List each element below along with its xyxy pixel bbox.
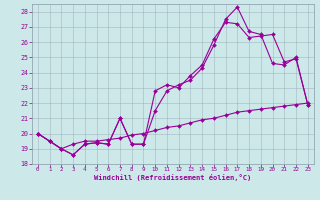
X-axis label: Windchill (Refroidissement éolien,°C): Windchill (Refroidissement éolien,°C) [94, 174, 252, 181]
